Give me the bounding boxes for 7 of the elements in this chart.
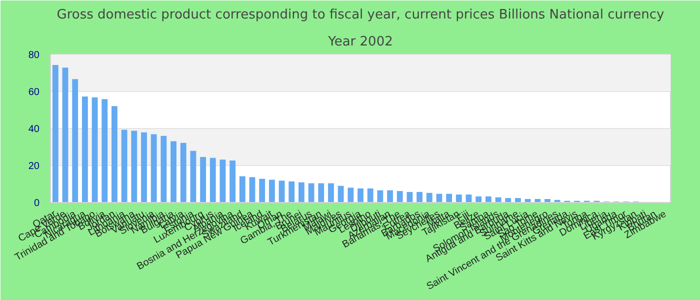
y-tick-label: 40 [28, 124, 40, 135]
y-tick-label: 0 [34, 198, 40, 209]
y-tick-label: 20 [28, 161, 40, 172]
y-tick-label: 60 [28, 87, 40, 98]
y-tick-label: 80 [28, 50, 40, 61]
chart-title: Gross domestic product corresponding to fiscal year, current prices Billions National currency [56, 8, 665, 22]
chart-subtitle: Year 2002 [327, 34, 393, 50]
